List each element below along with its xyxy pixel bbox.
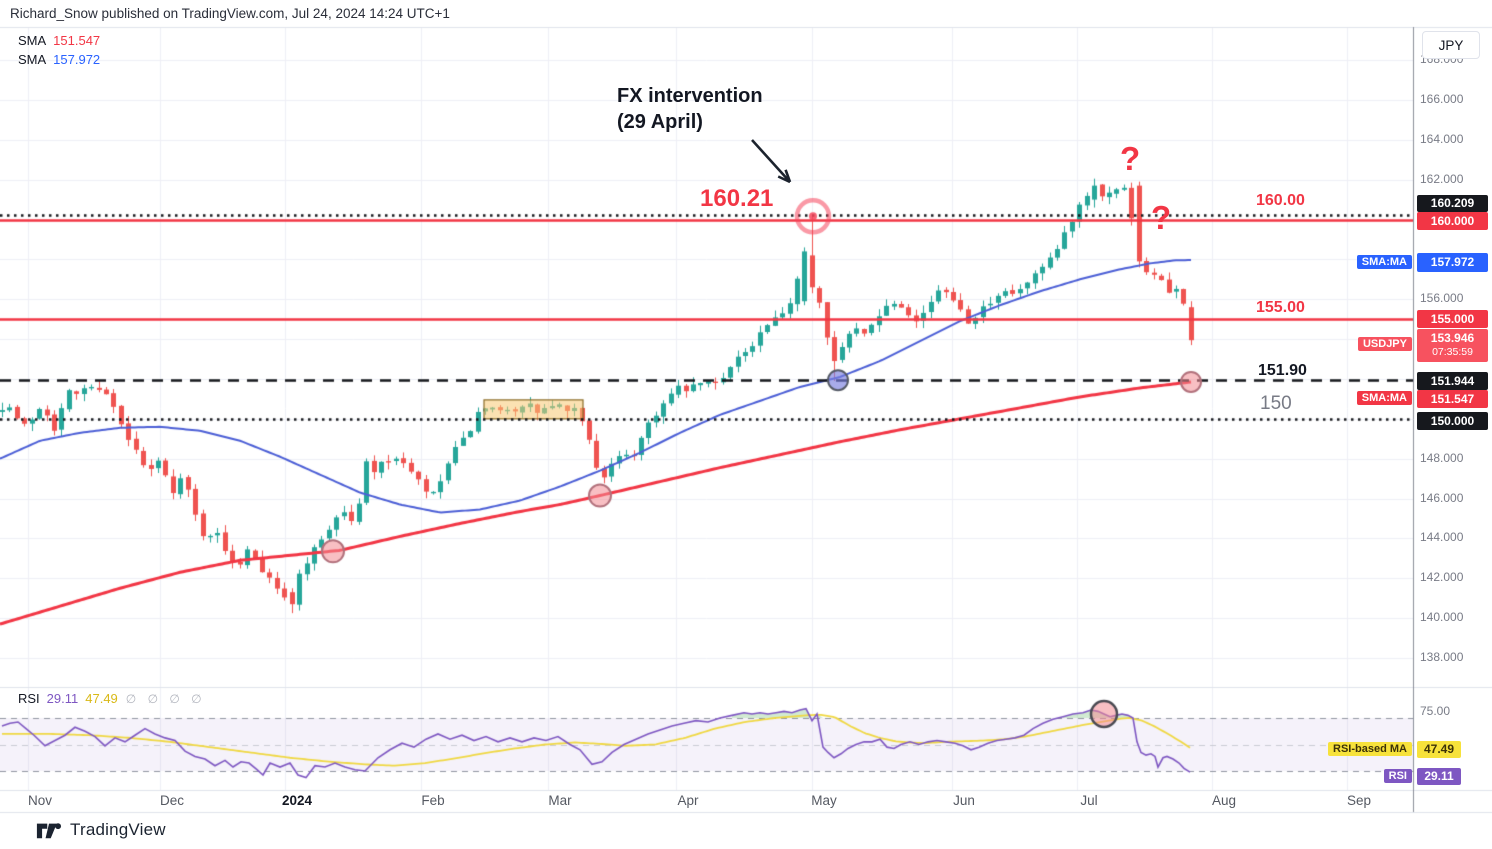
month-label-nov: Nov [27,793,52,808]
badge-value: 151.547 [1430,391,1475,406]
badge-value: 157.972 [1430,255,1475,269]
price-callout-160-21: 160.21 [700,185,774,212]
axis-series-tag: RSI-based MA [1328,742,1412,756]
price-tick-label: 144.000 [1420,530,1464,545]
sma-value: 151.547 [53,33,101,48]
rsi-value: 29.11 [46,691,79,706]
price-tick-label: 142.000 [1420,570,1464,585]
axis-series-tag: SMA:MA [1356,255,1412,269]
badge-value: 155.000 [1430,311,1475,326]
annotation-arrow [751,139,792,184]
axis-price-badge: 155.000 [1417,310,1488,328]
axis-price-badge: 151.547 [1417,390,1488,408]
fx-annotation-line2: (29 April) [617,111,703,133]
fx-annotation-line1: FX intervention [617,85,763,107]
month-label-jun: Jun [953,793,975,808]
time-axis[interactable] [0,790,1413,812]
level-label-160: 160.00 [1256,192,1305,209]
price-tick-label: 162.000 [1420,171,1464,186]
month-label-may: May [811,793,837,808]
axis-price-badge: 153.946 07:35:59 [1417,329,1488,362]
rsi-ma-value: 47.49 [85,691,118,706]
month-label-sep: Sep [1346,793,1372,808]
month-label-jul: Jul [1080,793,1098,808]
month-label-mar: Mar [548,793,572,808]
month-label-dec: Dec [159,793,184,808]
badge-value: 160.000 [1430,213,1475,228]
legend-sma-fast[interactable]: SMA 151.547 [18,33,100,48]
badge-value: 160.209 [1430,196,1475,210]
axis-series-tag: USDJPY [1357,337,1412,351]
rsi-empty-params: ∅ ∅ ∅ ∅ [125,692,206,706]
fx-intervention-annotation: FX intervention (29 April) [617,83,763,135]
axis-price-badge: 47.49 [1417,741,1461,758]
month-label-2024: 2024 [281,793,313,808]
rsi-label: RSI [18,691,40,706]
badge-value: 151.944 [1430,373,1475,388]
legend-sma-slow[interactable]: SMA 157.972 [18,52,100,67]
sma-label: SMA [18,52,47,67]
question-mark-annotation-2: ? [1151,199,1172,236]
publish-info: Richard_Snow published on TradingView.co… [10,6,450,21]
axis-price-badge: 157.972 [1417,253,1488,272]
badge-countdown: 07:35:59 [1432,346,1473,359]
tradingview-logo[interactable]: TradingView [36,820,166,840]
price-tick-label: 146.000 [1420,490,1464,505]
badge-value: 153.946 [1430,331,1475,346]
badge-value: 29.11 [1424,769,1454,783]
price-tick-label: 138.000 [1420,649,1464,664]
axis-price-badge: 151.944 [1417,372,1488,390]
axis-price-badge: 29.11 [1417,768,1461,785]
badge-value: 150.000 [1430,413,1475,428]
level-label-151-90: 151.90 [1258,362,1307,379]
sma-value: 157.972 [53,52,101,67]
level-label-155: 155.00 [1256,299,1305,316]
currency-unit-button[interactable]: JPY [1422,31,1480,59]
badge-value: 47.49 [1423,742,1455,756]
tradingview-wordmark: TradingView [70,820,166,839]
level-label-150: 150 [1260,393,1292,414]
price-tick-label: 166.000 [1420,91,1464,106]
month-label-apr: Apr [677,793,699,808]
price-tick-label: 140.000 [1420,610,1464,625]
month-label-aug: Aug [1211,793,1237,808]
axis-price-badge: 160.000 [1417,212,1488,230]
sma-label: SMA [18,33,47,48]
legend-rsi[interactable]: RSI 29.11 47.49 ∅ ∅ ∅ ∅ [18,691,206,706]
price-tick-label: 164.000 [1420,131,1464,146]
price-tick-label: 156.000 [1420,291,1464,306]
price-tick-label: 148.000 [1420,450,1464,465]
tradingview-mark-icon [36,822,62,838]
axis-price-badge: 150.000 [1417,412,1488,430]
axis-price-badge: 160.209 [1417,195,1488,212]
question-mark-annotation-1: ? [1120,140,1141,177]
axis-series-tag: RSI [1383,769,1412,783]
rsi-tick-label: 75.00 [1420,704,1451,718]
month-label-feb: Feb [421,793,445,808]
axis-series-tag: SMA:MA [1356,391,1412,405]
